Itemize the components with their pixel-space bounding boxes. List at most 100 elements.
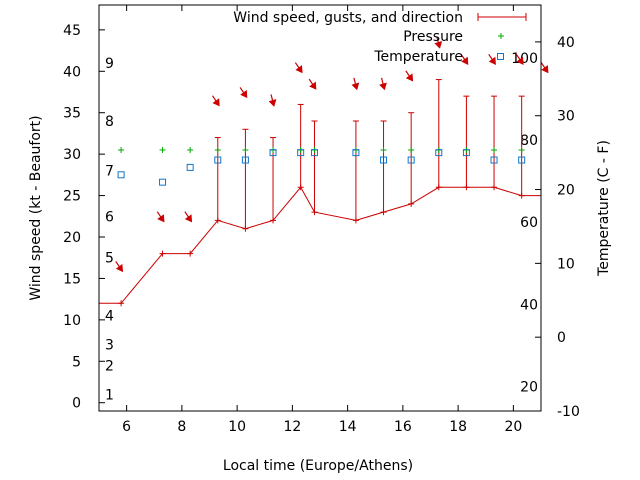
temperature-point bbox=[352, 149, 360, 157]
y-tick-label: 20 bbox=[63, 230, 81, 246]
temperature-point bbox=[407, 156, 415, 164]
y-tick-label: 30 bbox=[63, 147, 81, 163]
temperature-point bbox=[490, 156, 498, 164]
wind-direction-arrow bbox=[434, 36, 443, 49]
arrow-head bbox=[461, 56, 469, 65]
wind-speed-point bbox=[187, 250, 194, 257]
x-tick-label: 6 bbox=[122, 419, 131, 435]
arrow-head bbox=[351, 82, 360, 91]
arrow-head bbox=[184, 214, 193, 223]
arrow-head bbox=[212, 98, 220, 107]
temperature-point bbox=[297, 149, 305, 157]
wind-direction-arrow bbox=[294, 62, 303, 74]
y2-tick-label: 30 bbox=[557, 109, 575, 125]
arrow-head bbox=[405, 73, 414, 82]
beaufort-label: 8 bbox=[105, 114, 114, 130]
beaufort-label: 3 bbox=[105, 338, 114, 354]
temperature-point bbox=[380, 156, 388, 164]
arrow-head bbox=[541, 65, 549, 74]
y-tick-label: 45 bbox=[63, 23, 81, 39]
y-tick-label: 35 bbox=[63, 106, 81, 122]
wind-direction-arrow bbox=[115, 261, 124, 273]
fahrenheit-scale: 20 40 60 80 100 bbox=[511, 51, 538, 395]
arrow-head bbox=[295, 65, 303, 74]
pressure-point bbox=[380, 147, 387, 153]
beaufort-label: 4 bbox=[105, 309, 114, 325]
pressure-point bbox=[214, 147, 221, 153]
x-tick-label: 16 bbox=[394, 419, 412, 435]
x-tick-label: 14 bbox=[339, 419, 357, 435]
y2-tick-label: 10 bbox=[557, 256, 575, 272]
pressure-point bbox=[518, 147, 525, 153]
temperature-point bbox=[186, 163, 194, 171]
x-tick-label: 12 bbox=[283, 419, 301, 435]
x-tick-label: 10 bbox=[228, 419, 246, 435]
wind-direction-arrow bbox=[460, 53, 469, 65]
wind-direction-arrow bbox=[156, 211, 165, 223]
wind-direction-arrow bbox=[239, 87, 248, 99]
arrow-head bbox=[240, 89, 248, 99]
pressure-point bbox=[159, 147, 166, 153]
arrow-head bbox=[115, 263, 124, 273]
x-axis-label: Local time (Europe/Athens) bbox=[223, 458, 413, 474]
beaufort-label: 6 bbox=[105, 209, 114, 225]
temperature-point bbox=[310, 149, 318, 157]
arrow-head bbox=[157, 214, 165, 223]
arrow-head bbox=[488, 56, 496, 65]
plot-frame bbox=[98, 4, 542, 412]
temperature-point bbox=[269, 149, 277, 157]
beaufort-label: 9 bbox=[105, 56, 114, 72]
beaufort-scale: 1 2 3 4 5 6 7 8 9 bbox=[105, 56, 114, 403]
x-tick-label: 18 bbox=[449, 419, 467, 435]
wind-direction-arrow bbox=[351, 77, 360, 91]
beaufort-label: 5 bbox=[105, 251, 114, 267]
legend-temperature-marker bbox=[497, 53, 504, 60]
y2-tick-label: 20 bbox=[557, 183, 575, 199]
wind-direction-arrow bbox=[405, 70, 414, 82]
wind-speed-point bbox=[159, 250, 166, 257]
wind-direction-arrow bbox=[308, 78, 317, 90]
fahrenheit-label: 80 bbox=[520, 133, 538, 149]
wind-speed-point bbox=[118, 300, 125, 307]
temperature-point bbox=[214, 156, 222, 164]
x-tick-label: 8 bbox=[177, 419, 186, 435]
beaufort-label: 1 bbox=[105, 387, 114, 403]
y2-tick-label: -10 bbox=[557, 404, 580, 420]
temperature-point bbox=[117, 171, 125, 179]
legend-pressure-label: Pressure bbox=[403, 29, 463, 45]
axis-ticks: 6 8 10 12 14 16 18 20051015202530354045-1001020… bbox=[63, 5, 580, 435]
y-tick-label: 25 bbox=[63, 189, 81, 205]
temperature-point bbox=[159, 178, 167, 186]
y-tick-label: 0 bbox=[72, 396, 81, 412]
temperature-point bbox=[518, 156, 526, 164]
temperature-point bbox=[462, 149, 470, 157]
fahrenheit-label: 20 bbox=[520, 380, 538, 396]
fahrenheit-label: 40 bbox=[520, 298, 538, 314]
legend-temperature-label: Temperature bbox=[373, 49, 463, 65]
beaufort-label: 7 bbox=[105, 164, 114, 180]
y-axis-label: Wind speed (kt - Beaufort) bbox=[28, 115, 44, 300]
y-tick-label: 10 bbox=[63, 313, 81, 329]
wind-direction-arrow bbox=[379, 77, 387, 91]
pressure-point bbox=[491, 147, 498, 153]
wind-direction-arrow bbox=[515, 53, 524, 65]
pressure-point bbox=[242, 147, 249, 153]
fahrenheit-label: 100 bbox=[511, 51, 538, 67]
legend-wind-label: Wind speed, gusts, and direction bbox=[233, 10, 463, 26]
wind-direction-arrow bbox=[488, 53, 496, 65]
arrow-head bbox=[379, 82, 387, 91]
y2-tick-label: 40 bbox=[557, 35, 575, 51]
legend-pressure-marker bbox=[498, 33, 504, 39]
y-tick-label: 40 bbox=[63, 64, 81, 80]
arrow-head bbox=[309, 81, 317, 90]
wind-direction-arrow bbox=[268, 94, 277, 107]
wind-speed-line bbox=[99, 186, 541, 304]
temperature-point bbox=[435, 149, 443, 157]
arrow-head bbox=[268, 99, 277, 107]
legend: Wind speed, gusts, and direction Pressur… bbox=[233, 10, 527, 65]
y-tick-label: 5 bbox=[72, 354, 81, 370]
plot-series bbox=[99, 36, 549, 307]
beaufort-label: 2 bbox=[105, 358, 114, 374]
y2-tick-label: 0 bbox=[557, 330, 566, 346]
